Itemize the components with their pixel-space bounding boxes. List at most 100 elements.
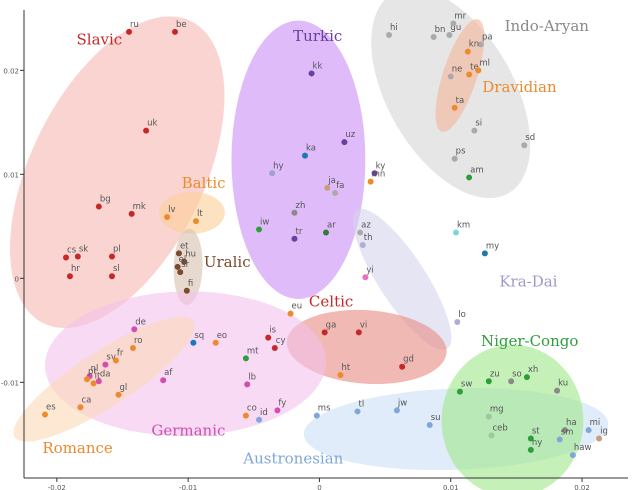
- axis-ticks: -0.02 -0.01 0 0.01 0.02 -0.01 0 0.01 0.02: [1, 67, 590, 490]
- point-label: sd: [525, 133, 535, 143]
- point-marker: [337, 372, 344, 379]
- point-label: ga: [326, 320, 337, 330]
- point-label: tr: [295, 227, 302, 237]
- point-label: am: [470, 165, 484, 175]
- point-label: id: [260, 408, 268, 418]
- point-ar: ar: [323, 221, 336, 236]
- point-lo: lo: [454, 310, 466, 325]
- point-eu: eu: [287, 302, 303, 317]
- point-eo: eo: [212, 331, 227, 346]
- point-uz: uz: [341, 130, 356, 146]
- point-label: sr: [181, 260, 189, 270]
- point-jw: jw: [393, 398, 407, 414]
- point-gl: gl: [115, 383, 127, 398]
- point-de: de: [131, 317, 146, 333]
- point-sq: sq: [190, 331, 204, 346]
- point-label: hr: [71, 264, 80, 274]
- point-label: sl: [113, 264, 120, 274]
- point-marker: [451, 104, 458, 111]
- point-label: de: [135, 317, 146, 327]
- family-label-niger-congo: Niger-Congo: [481, 332, 578, 350]
- point-label: kk: [313, 61, 323, 71]
- point-marker: [488, 432, 495, 439]
- point-label: hi: [390, 23, 398, 33]
- point-marker: [174, 263, 181, 270]
- point-marker: [386, 31, 393, 38]
- point-marker: [175, 250, 182, 257]
- point-label: fr: [117, 348, 124, 358]
- point-label: ka: [306, 144, 316, 154]
- y-tick-label: 0: [15, 275, 19, 283]
- point-label: it: [95, 371, 101, 381]
- point-hu: hu: [181, 250, 196, 265]
- point-label: eu: [292, 302, 303, 312]
- point-marker: [90, 380, 97, 387]
- point-marker: [256, 226, 263, 233]
- point-label: mk: [133, 202, 146, 212]
- x-tick-label: -0.02: [48, 484, 66, 490]
- ellipse-romance: [13, 316, 195, 442]
- point-el: el: [174, 255, 186, 270]
- family-label-turkic: Turkic: [293, 27, 342, 45]
- point-marker: [129, 345, 136, 351]
- x-tick-label: 0.01: [443, 484, 459, 490]
- point-ig: ig: [596, 426, 608, 442]
- point-label: is: [269, 326, 276, 336]
- point-marker: [475, 67, 482, 74]
- point-marker: [355, 329, 362, 336]
- point-marker: [183, 287, 190, 294]
- point-label: ar: [327, 221, 336, 231]
- point-ps: ps: [451, 147, 466, 162]
- point-marker: [508, 378, 515, 385]
- point-marker: [274, 407, 281, 414]
- point-marker: [321, 329, 328, 336]
- point-label: vi: [360, 320, 367, 330]
- point-pl: pl: [108, 244, 121, 260]
- point-pt: pt: [84, 367, 97, 383]
- ellipse-slavic: [10, 16, 225, 329]
- point-label: mn: [372, 170, 386, 180]
- point-fa: fa: [332, 181, 344, 197]
- point-label: ceb: [492, 423, 507, 433]
- point-label: mt: [247, 346, 259, 356]
- point-fr: fr: [112, 348, 124, 364]
- point-iw: iw: [256, 217, 269, 233]
- point-marker: [108, 253, 115, 260]
- point-marker: [359, 242, 366, 249]
- point-label: si: [475, 119, 482, 129]
- point-label: eo: [217, 331, 227, 341]
- point-marker: [341, 139, 348, 146]
- point-marker: [77, 404, 84, 411]
- point-label: te: [470, 62, 479, 72]
- point-label: ht: [341, 363, 350, 373]
- ellipse-turkic: [231, 20, 366, 299]
- point-marker: [357, 229, 364, 236]
- point-marker: [456, 388, 463, 395]
- point-label: nl: [91, 364, 99, 374]
- point-af: af: [160, 368, 173, 384]
- point-marker: [212, 339, 219, 346]
- point-marker: [585, 427, 592, 434]
- point-label: ne: [452, 65, 463, 75]
- point-marker: [399, 363, 406, 370]
- point-label: az: [361, 221, 371, 231]
- point-yi: yi: [362, 265, 374, 281]
- point-label: hy: [273, 161, 283, 171]
- point-label: ta: [456, 96, 465, 106]
- point-marker: [451, 155, 458, 162]
- point-marker: [301, 152, 308, 159]
- point-label: co: [247, 404, 257, 414]
- family-label-kra-dai: Kra-Dai: [499, 273, 557, 291]
- point-ml: ml: [475, 58, 490, 74]
- point-ha: ha: [561, 418, 577, 434]
- point-su: su: [426, 413, 441, 428]
- point-marker: [556, 436, 563, 443]
- point-ka: ka: [301, 144, 316, 159]
- point-vi: vi: [355, 320, 367, 336]
- point-label: lt: [197, 209, 203, 219]
- point-mk: mk: [128, 202, 146, 217]
- point-marker: [112, 357, 119, 364]
- point-marker: [108, 273, 115, 280]
- point-marker: [485, 413, 492, 420]
- point-fy: fy: [274, 398, 286, 414]
